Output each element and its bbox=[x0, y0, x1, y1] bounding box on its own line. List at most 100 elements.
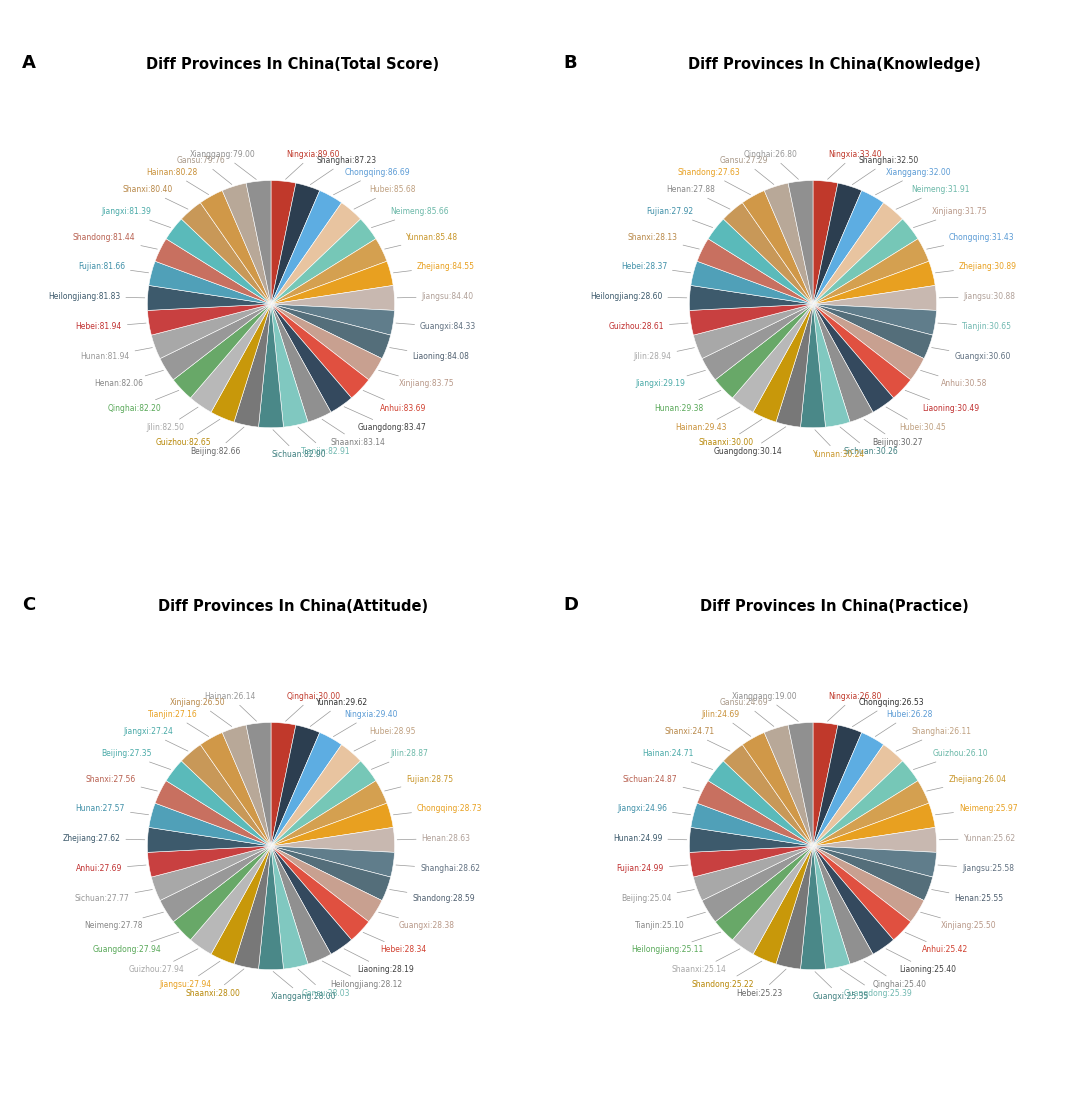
Text: Neimeng:25.97: Neimeng:25.97 bbox=[935, 804, 1018, 815]
Wedge shape bbox=[733, 846, 813, 954]
Text: Qinghai:25.40: Qinghai:25.40 bbox=[864, 961, 927, 989]
Text: Fujian:24.99: Fujian:24.99 bbox=[617, 865, 688, 874]
Text: Jilin:28.94: Jilin:28.94 bbox=[633, 347, 695, 361]
Wedge shape bbox=[147, 285, 271, 311]
Text: Shanxi:80.40: Shanxi:80.40 bbox=[122, 185, 188, 209]
Wedge shape bbox=[271, 846, 395, 877]
Text: Guangxi:25.35: Guangxi:25.35 bbox=[813, 972, 869, 1001]
Wedge shape bbox=[694, 304, 813, 358]
Text: Hebei:28.34: Hebei:28.34 bbox=[363, 932, 426, 954]
Text: Heilongjiang:81.83: Heilongjiang:81.83 bbox=[48, 292, 145, 301]
Text: Guangdong:25.39: Guangdong:25.39 bbox=[840, 969, 912, 999]
Wedge shape bbox=[271, 744, 361, 846]
Wedge shape bbox=[271, 180, 296, 304]
Wedge shape bbox=[166, 761, 271, 846]
Text: Hainan:24.71: Hainan:24.71 bbox=[643, 749, 712, 770]
Text: Jiangsu:25.58: Jiangsu:25.58 bbox=[938, 865, 1014, 874]
Wedge shape bbox=[715, 304, 813, 398]
Wedge shape bbox=[689, 285, 813, 311]
Wedge shape bbox=[813, 304, 873, 422]
Text: Diff Provinces In China(Attitude): Diff Provinces In China(Attitude) bbox=[157, 598, 428, 614]
Wedge shape bbox=[813, 304, 924, 379]
Wedge shape bbox=[753, 304, 813, 422]
Text: Anhui:25.42: Anhui:25.42 bbox=[905, 932, 968, 954]
Wedge shape bbox=[813, 846, 911, 940]
Wedge shape bbox=[813, 846, 893, 954]
Text: Yunnan:29.62: Yunnan:29.62 bbox=[310, 698, 369, 727]
Text: Heilongjiang:25.11: Heilongjiang:25.11 bbox=[632, 932, 721, 954]
Text: Jilin:28.87: Jilin:28.87 bbox=[372, 749, 428, 770]
Text: Xianggang:32.00: Xianggang:32.00 bbox=[876, 168, 952, 195]
Wedge shape bbox=[271, 722, 296, 846]
Text: Xianggang:28.00: Xianggang:28.00 bbox=[271, 971, 336, 1001]
Text: Chongqing:86.69: Chongqing:86.69 bbox=[334, 168, 410, 195]
Text: Shandong:28.59: Shandong:28.59 bbox=[389, 889, 475, 902]
Wedge shape bbox=[813, 781, 929, 846]
Text: Liaoning:25.40: Liaoning:25.40 bbox=[886, 949, 956, 974]
Text: Guangdong:27.94: Guangdong:27.94 bbox=[93, 932, 179, 954]
Text: Hunan:81.94: Hunan:81.94 bbox=[80, 347, 153, 361]
Text: Jiangsu:84.40: Jiangsu:84.40 bbox=[397, 292, 474, 301]
Text: Hainan:29.43: Hainan:29.43 bbox=[675, 407, 740, 432]
Wedge shape bbox=[173, 304, 271, 398]
Wedge shape bbox=[764, 184, 813, 304]
Wedge shape bbox=[691, 803, 813, 846]
Wedge shape bbox=[813, 803, 935, 846]
Wedge shape bbox=[222, 726, 271, 846]
Text: Shanghai:28.62: Shanghai:28.62 bbox=[396, 865, 480, 874]
Wedge shape bbox=[813, 726, 862, 846]
Text: Jiangsu:30.88: Jiangsu:30.88 bbox=[939, 292, 1016, 301]
Text: Zhejiang:84.55: Zhejiang:84.55 bbox=[393, 262, 475, 273]
Text: Guizhou:82.65: Guizhou:82.65 bbox=[156, 419, 220, 447]
Wedge shape bbox=[813, 846, 924, 921]
Text: Hebei:81.94: Hebei:81.94 bbox=[76, 323, 146, 332]
Wedge shape bbox=[689, 827, 813, 853]
Wedge shape bbox=[702, 304, 813, 379]
Text: Xinjiang:25.50: Xinjiang:25.50 bbox=[920, 912, 996, 930]
Wedge shape bbox=[813, 304, 911, 398]
Wedge shape bbox=[152, 304, 271, 358]
Text: Shanghai:87.23: Shanghai:87.23 bbox=[310, 156, 376, 185]
Text: B: B bbox=[564, 54, 578, 72]
Wedge shape bbox=[813, 304, 932, 358]
Text: Xianggang:19.00: Xianggang:19.00 bbox=[732, 691, 798, 721]
Wedge shape bbox=[813, 846, 873, 964]
Text: Hunan:27.57: Hunan:27.57 bbox=[76, 804, 149, 815]
Wedge shape bbox=[271, 304, 331, 422]
Text: Sichuan:24.87: Sichuan:24.87 bbox=[623, 775, 699, 791]
Text: Ningxia:29.40: Ningxia:29.40 bbox=[334, 710, 398, 737]
Text: Hubei:28.95: Hubei:28.95 bbox=[354, 727, 416, 751]
Text: Gansu:79.76: Gansu:79.76 bbox=[177, 156, 232, 185]
Text: Henan:28.63: Henan:28.63 bbox=[397, 834, 470, 843]
Wedge shape bbox=[258, 304, 284, 428]
Text: Hebei:25.23: Hebei:25.23 bbox=[736, 969, 786, 999]
Wedge shape bbox=[271, 846, 308, 969]
Wedge shape bbox=[147, 304, 271, 335]
Text: Henan:25.55: Henan:25.55 bbox=[931, 889, 1004, 902]
Wedge shape bbox=[813, 304, 850, 427]
Wedge shape bbox=[776, 846, 813, 969]
Text: D: D bbox=[564, 596, 579, 614]
Text: Shanghai:32.50: Shanghai:32.50 bbox=[852, 156, 918, 185]
Wedge shape bbox=[715, 846, 813, 940]
Wedge shape bbox=[813, 744, 903, 846]
Wedge shape bbox=[800, 304, 826, 428]
Wedge shape bbox=[813, 846, 850, 969]
Wedge shape bbox=[271, 846, 331, 964]
Text: Guangxi:28.38: Guangxi:28.38 bbox=[378, 912, 455, 930]
Wedge shape bbox=[813, 722, 838, 846]
Wedge shape bbox=[723, 202, 813, 304]
Wedge shape bbox=[271, 304, 395, 335]
Text: Liaoning:28.19: Liaoning:28.19 bbox=[344, 949, 414, 974]
Wedge shape bbox=[201, 190, 271, 304]
Wedge shape bbox=[271, 781, 387, 846]
Wedge shape bbox=[697, 781, 813, 846]
Text: Zhejiang:26.04: Zhejiang:26.04 bbox=[927, 775, 1006, 791]
Text: Shandong:27.63: Shandong:27.63 bbox=[678, 168, 750, 195]
Wedge shape bbox=[813, 184, 862, 304]
Wedge shape bbox=[788, 722, 813, 846]
Wedge shape bbox=[271, 304, 369, 398]
Text: Diff Provinces In China(Practice): Diff Provinces In China(Practice) bbox=[700, 598, 969, 614]
Wedge shape bbox=[271, 304, 308, 427]
Text: Henan:82.06: Henan:82.06 bbox=[94, 371, 164, 388]
